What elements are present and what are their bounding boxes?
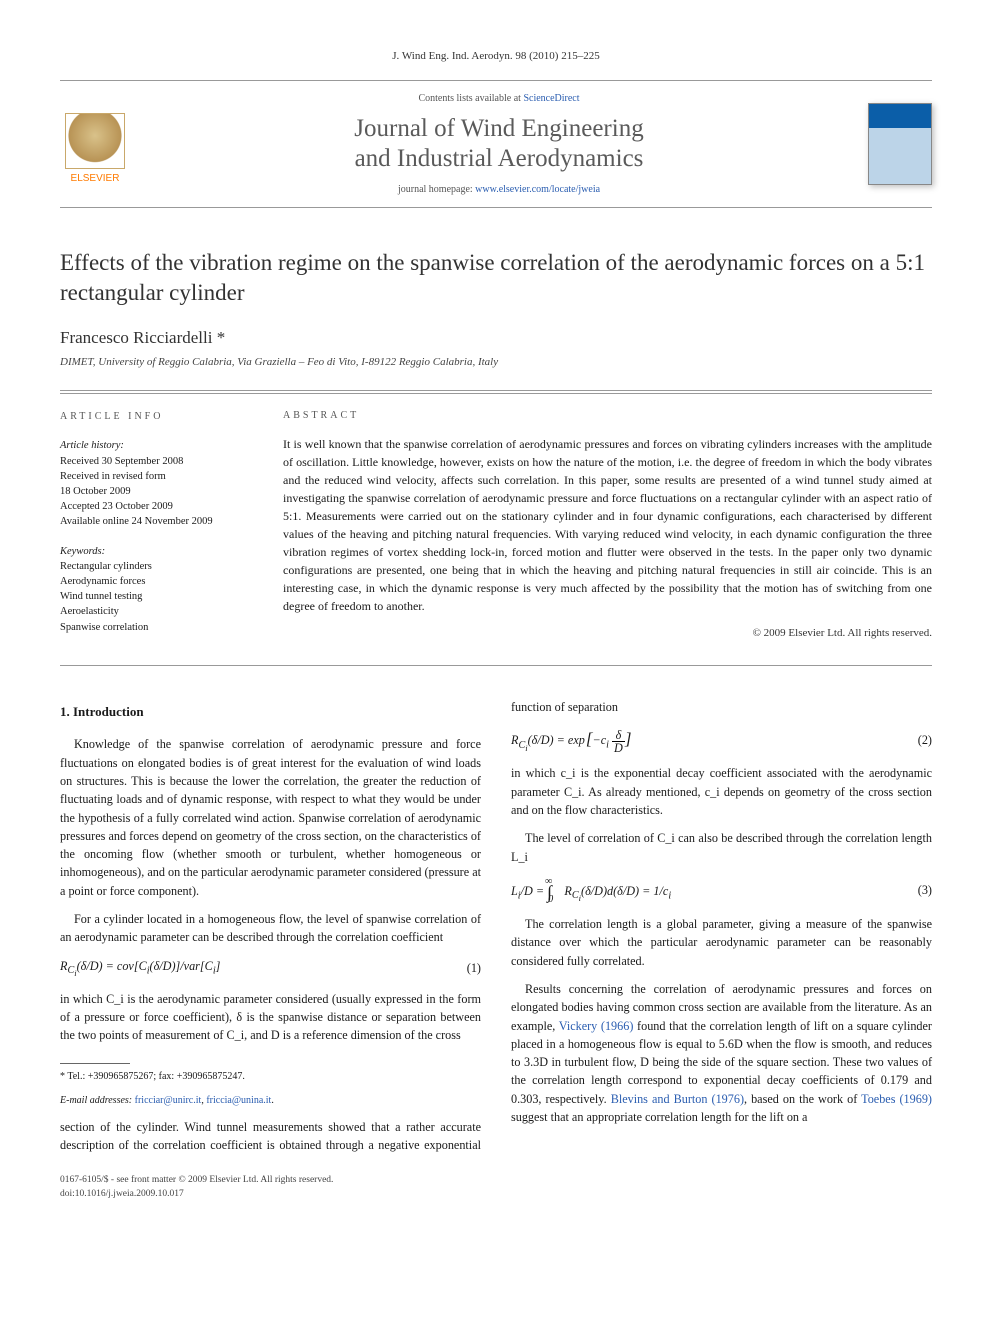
article-info-column: ARTICLE INFO Article history: Received 3… <box>60 393 265 665</box>
keywords-label: Keywords: <box>60 544 247 559</box>
equation-3-body: Li/D = ∫0∞RCi(δ/D)d(δ/D) = 1/ci <box>511 876 671 905</box>
equation-1-number: (1) <box>467 959 481 977</box>
contents-available-line: Contents lists available at ScienceDirec… <box>144 93 854 104</box>
page-root: J. Wind Eng. Ind. Aerodyn. 98 (2010) 215… <box>0 0 992 1251</box>
info-abstract-row: ARTICLE INFO Article history: Received 3… <box>60 390 932 666</box>
abstract-copyright: © 2009 Elsevier Ltd. All rights reserved… <box>283 627 932 639</box>
journal-header: ELSEVIER Contents lists available at Sci… <box>60 80 932 208</box>
article-info-heading: ARTICLE INFO <box>60 410 247 425</box>
paragraph-6: The level of correlation of C_i can also… <box>511 829 932 866</box>
paragraph-7: The correlation length is a global param… <box>511 915 932 970</box>
history-received: Received 30 September 2008 <box>60 454 247 469</box>
abstract-column: ABSTRACT It is well known that the spanw… <box>265 393 932 665</box>
equation-2-number: (2) <box>918 731 932 749</box>
keyword-2: Aerodynamic forces <box>60 574 247 589</box>
keyword-3: Wind tunnel testing <box>60 589 247 604</box>
journal-name-line2: and Industrial Aerodynamics <box>355 145 644 172</box>
journal-name: Journal of Wind Engineering and Industri… <box>144 114 854 174</box>
paragraph-1: Knowledge of the spanwise correlation of… <box>60 735 481 900</box>
equation-1: RCi(δ/D) = cov[Ci(δ/D)]/var[Ci] (1) <box>60 957 481 980</box>
p8-c: , based on the work of <box>744 1092 861 1106</box>
email-end: . <box>271 1095 274 1106</box>
keyword-5: Spanwise correlation <box>60 620 247 635</box>
ref-vickery-1966[interactable]: Vickery (1966) <box>559 1019 634 1033</box>
journal-reference: J. Wind Eng. Ind. Aerodyn. 98 (2010) 215… <box>60 50 932 62</box>
p8-d: suggest that an appropriate correlation … <box>511 1110 807 1124</box>
section-1-heading: 1. Introduction <box>60 702 481 722</box>
article-body: 1. Introduction Knowledge of the spanwis… <box>60 698 932 1154</box>
email-link-1[interactable]: fricciar@unirc.it <box>135 1095 202 1106</box>
footnote-email: E-mail addresses: fricciar@unirc.it, fri… <box>60 1094 481 1108</box>
journal-homepage-link[interactable]: www.elsevier.com/locate/jweia <box>475 184 600 195</box>
journal-name-line1: Journal of Wind Engineering <box>354 115 643 142</box>
header-center: Contents lists available at ScienceDirec… <box>144 93 854 195</box>
email-link-2[interactable]: friccia@unina.it <box>206 1095 271 1106</box>
history-revised-label: Received in revised form <box>60 469 247 484</box>
author-affiliation: DIMET, University of Reggio Calabria, Vi… <box>60 356 932 368</box>
paragraph-2: For a cylinder located in a homogeneous … <box>60 910 481 947</box>
elsevier-logo: ELSEVIER <box>60 104 130 184</box>
footnote-tel: * Tel.: +390965875267; fax: +39096587524… <box>60 1070 481 1084</box>
equation-2-body: RCi(δ/D) = exp [−ci δD] <box>511 726 631 754</box>
author-name: Francesco Ricciardelli * <box>60 328 932 348</box>
footnote-separator <box>60 1063 130 1064</box>
journal-cover-thumbnail <box>868 103 932 185</box>
footnote-block: * Tel.: +390965875267; fax: +39096587524… <box>60 1063 481 1108</box>
ref-blevins-burton-1976[interactable]: Blevins and Burton (1976) <box>611 1092 744 1106</box>
history-revised-date: 18 October 2009 <box>60 484 247 499</box>
page-footer: 0167-6105/$ - see front matter © 2009 El… <box>60 1174 932 1201</box>
article-title: Effects of the vibration regime on the s… <box>60 248 932 308</box>
footer-front-matter: 0167-6105/$ - see front matter © 2009 El… <box>60 1174 932 1187</box>
equation-2: RCi(δ/D) = exp [−ci δD] (2) <box>511 726 932 754</box>
email-label: E-mail addresses: <box>60 1095 132 1106</box>
equation-1-body: RCi(δ/D) = cov[Ci(δ/D)]/var[Ci] <box>60 957 220 980</box>
journal-homepage-line: journal homepage: www.elsevier.com/locat… <box>144 184 854 195</box>
keyword-4: Aeroelasticity <box>60 604 247 619</box>
history-online: Available online 24 November 2009 <box>60 514 247 529</box>
ref-toebes-1969[interactable]: Toebes (1969) <box>861 1092 932 1106</box>
equation-3: Li/D = ∫0∞RCi(δ/D)d(δ/D) = 1/ci (3) <box>511 876 932 905</box>
history-label: Article history: <box>60 438 247 453</box>
keyword-1: Rectangular cylinders <box>60 559 247 574</box>
paragraph-8: Results concerning the correlation of ae… <box>511 980 932 1126</box>
sciencedirect-link[interactable]: ScienceDirect <box>523 93 579 104</box>
paragraph-3: in which C_i is the aerodynamic paramete… <box>60 990 481 1045</box>
keywords-block: Keywords: Rectangular cylinders Aerodyna… <box>60 544 247 635</box>
elsevier-tree-icon <box>65 113 125 169</box>
article-history-block: Article history: Received 30 September 2… <box>60 438 247 529</box>
equation-3-number: (3) <box>918 881 932 899</box>
paragraph-5: in which c_i is the exponential decay co… <box>511 764 932 819</box>
contents-prefix: Contents lists available at <box>418 93 523 104</box>
homepage-prefix: journal homepage: <box>398 184 475 195</box>
publisher-name: ELSEVIER <box>71 173 120 184</box>
abstract-text: It is well known that the spanwise corre… <box>283 435 932 615</box>
footer-doi: doi:10.1016/j.jweia.2009.10.017 <box>60 1188 932 1201</box>
history-accepted: Accepted 23 October 2009 <box>60 499 247 514</box>
abstract-heading: ABSTRACT <box>283 410 932 421</box>
